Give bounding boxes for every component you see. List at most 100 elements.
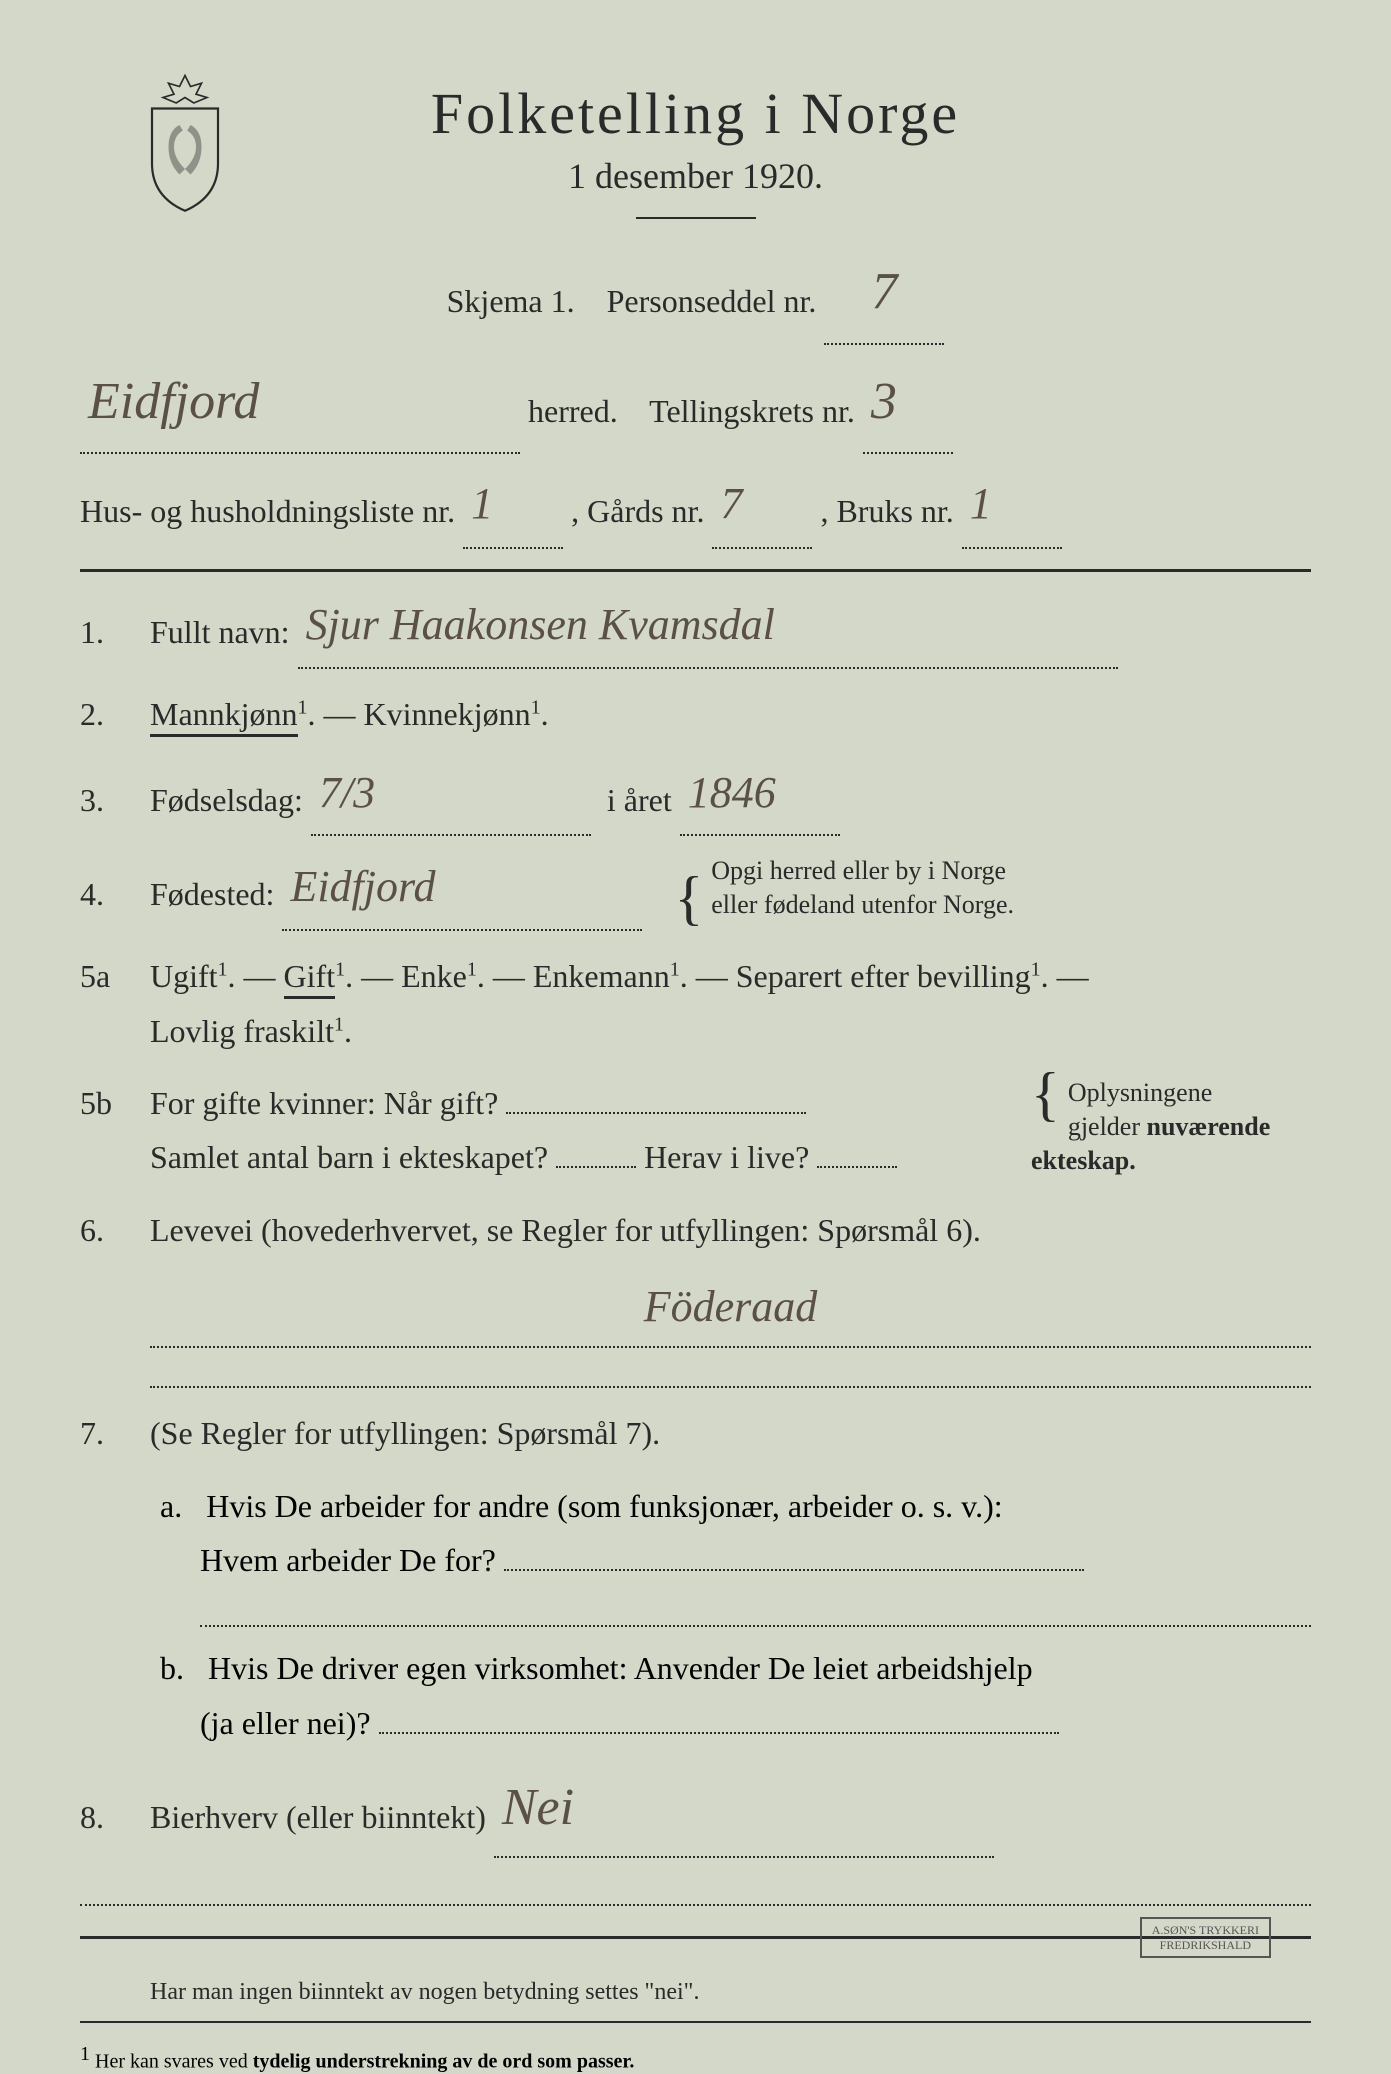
q3-year-value: 1846 bbox=[688, 756, 776, 831]
q6-blank-line bbox=[150, 1358, 1311, 1388]
q3-day-value: 7/3 bbox=[319, 756, 375, 831]
q1-number: 1. bbox=[80, 614, 150, 651]
question-7a: a. Hvis De arbeider for andre (som funks… bbox=[160, 1479, 1311, 1628]
main-title: Folketelling i Norge bbox=[80, 80, 1311, 147]
q3-number: 3. bbox=[80, 782, 150, 819]
form-header: Folketelling i Norge 1 desember 1920. bbox=[80, 80, 1311, 219]
skjema-line: Skjema 1. Personseddel nr. 7 bbox=[80, 249, 1311, 345]
q5b-line2a: Samlet antal barn i ekteskapet? bbox=[150, 1139, 548, 1175]
herred-line: Eidfjord herred. Tellingskrets nr. 3 bbox=[80, 359, 1311, 455]
q7a-blank-line bbox=[200, 1597, 1311, 1627]
q8-number: 8. bbox=[80, 1799, 150, 1836]
q7-number: 7. bbox=[80, 1415, 150, 1452]
q4-note-line2: eller fødeland utenfor Norge. bbox=[711, 890, 1014, 919]
q6-value: Föderaad bbox=[644, 1281, 818, 1332]
question-7: 7. (Se Regler for utfyllingen: Spørsmål … bbox=[80, 1406, 1311, 1460]
footer-divider bbox=[80, 1936, 1311, 1939]
q4-number: 4. bbox=[80, 876, 150, 913]
q2-kvinne: Kvinnekjønn bbox=[364, 696, 531, 732]
stamp-line1: A.SØN'S TRYKKERI bbox=[1152, 1923, 1259, 1937]
q5a-ugift: Ugift bbox=[150, 958, 218, 994]
q5a-number: 5a bbox=[80, 958, 150, 995]
section-divider-1 bbox=[80, 569, 1311, 572]
q5b-number: 5b bbox=[80, 1085, 150, 1122]
q3-year-label: i året bbox=[607, 782, 672, 818]
skjema-label: Skjema 1. bbox=[447, 283, 575, 319]
date-subtitle: 1 desember 1920. bbox=[80, 155, 1311, 197]
q4-value: Eidfjord bbox=[290, 850, 435, 925]
q5b-note-line1: Oplysningene bbox=[1068, 1078, 1212, 1107]
hush-value: 1 bbox=[471, 464, 493, 543]
footnote2-text: Her kan svares ved bbox=[95, 2051, 248, 2073]
q8-blank-line bbox=[80, 1876, 1311, 1906]
personseddel-value: 7 bbox=[871, 245, 897, 339]
q5a-gift: Gift bbox=[284, 958, 336, 999]
q4-note: Opgi herred eller by i Norge eller fødel… bbox=[711, 854, 1014, 922]
q4-note-line1: Opgi herred eller by i Norge bbox=[711, 856, 1006, 885]
q5b-note: { Oplysningene gjelder nuværende ekteska… bbox=[1031, 1076, 1311, 1177]
q5b-line1: For gifte kvinner: Når gift? bbox=[150, 1085, 498, 1121]
q2-sup2: 1 bbox=[531, 697, 541, 719]
footnote-2: 1 Her kan svares ved tydelig understrekn… bbox=[80, 2043, 1311, 2074]
footnote-divider bbox=[80, 2021, 1311, 2023]
question-2: 2. Mannkjønn1. — Kvinnekjønn1. bbox=[80, 687, 1311, 741]
personseddel-label: Personseddel nr. bbox=[607, 283, 817, 319]
question-4: 4. Fødested: Eidfjord { Opgi herred elle… bbox=[80, 854, 1311, 931]
header-divider bbox=[636, 217, 756, 219]
q2-sep: . — bbox=[308, 696, 364, 732]
q1-label: Fullt navn: bbox=[150, 614, 290, 650]
q8-value: Nei bbox=[502, 1764, 574, 1852]
q7b-text2: (ja eller nei)? bbox=[200, 1705, 371, 1741]
footnote2-prefix: 1 bbox=[80, 2043, 90, 2065]
q5a-lovlig: Lovlig fraskilt bbox=[150, 1013, 334, 1049]
coat-of-arms-icon bbox=[130, 70, 240, 210]
q7b-text1: Hvis De driver egen virksomhet: Anvender… bbox=[208, 1650, 1033, 1686]
q5b-note-line2b: nuværende bbox=[1147, 1112, 1271, 1141]
q5b-line2b: Herav i live? bbox=[644, 1139, 809, 1175]
q1-value: Sjur Haakonsen Kvamsdal bbox=[306, 588, 775, 663]
herred-label: herred. bbox=[528, 393, 618, 429]
footnote2-bold: tydelig understrekning av de ord som pas… bbox=[253, 2051, 635, 2073]
gards-label: , Gårds nr. bbox=[571, 493, 704, 529]
q2-end: . bbox=[541, 696, 549, 732]
q7a-text2: Hvem arbeider De for? bbox=[200, 1542, 496, 1578]
question-5a: 5a Ugift1. — Gift1. — Enke1. — Enkemann1… bbox=[80, 949, 1311, 1058]
question-8: 8. Bierhverv (eller biinntekt) Nei bbox=[80, 1768, 1311, 1858]
q4-label: Fødested: bbox=[150, 876, 274, 912]
herred-value: Eidfjord bbox=[88, 355, 259, 449]
q5b-note-line3: ekteskap. bbox=[1031, 1146, 1136, 1175]
q5b-note-line2: gjelder bbox=[1068, 1112, 1140, 1141]
q7a-label: a. bbox=[160, 1488, 182, 1524]
q5a-enke: Enke bbox=[401, 958, 467, 994]
tellingskrets-value: 3 bbox=[871, 355, 897, 449]
question-1: 1. Fullt navn: Sjur Haakonsen Kvamsdal bbox=[80, 592, 1311, 669]
q2-sup1: 1 bbox=[298, 697, 308, 719]
q7a-text1: Hvis De arbeider for andre (som funksjon… bbox=[206, 1488, 1002, 1524]
q6-number: 6. bbox=[80, 1212, 150, 1249]
gards-value: 7 bbox=[720, 464, 742, 543]
census-form: Folketelling i Norge 1 desember 1920. Sk… bbox=[80, 80, 1311, 2008]
q2-number: 2. bbox=[80, 696, 150, 733]
q6-label: Levevei (hovederhvervet, se Regler for u… bbox=[150, 1212, 981, 1248]
coat-of-arms-svg bbox=[130, 70, 240, 213]
question-7b: b. Hvis De driver egen virksomhet: Anven… bbox=[160, 1641, 1311, 1750]
tellingskrets-label: Tellingskrets nr. bbox=[649, 393, 855, 429]
q3-label: Fødselsdag: bbox=[150, 782, 303, 818]
question-5b: 5b { Oplysningene gjelder nuværende ekte… bbox=[80, 1076, 1311, 1185]
question-6: 6. Levevei (hovederhvervet, se Regler fo… bbox=[80, 1203, 1311, 1257]
footnote-1: Har man ingen biinntekt av nogen betydni… bbox=[150, 1979, 1311, 2006]
question-3: 3. Fødselsdag: 7/3 i året 1846 bbox=[80, 760, 1311, 837]
q7b-label: b. bbox=[160, 1650, 184, 1686]
q5a-enkemann: Enkemann bbox=[533, 958, 670, 994]
q2-mann: Mannkjønn bbox=[150, 696, 298, 737]
q8-label: Bierhverv (eller biinntekt) bbox=[150, 1799, 486, 1835]
bruks-value: 1 bbox=[970, 464, 992, 543]
bracket-icon: { bbox=[674, 880, 703, 916]
bracket-icon-2: { bbox=[1031, 1076, 1060, 1112]
bruks-label: , Bruks nr. bbox=[820, 493, 953, 529]
printer-stamp: A.SØN'S TRYKKERI FREDRIKSHALD bbox=[1140, 1917, 1271, 1958]
stamp-line2: FREDRIKSHALD bbox=[1160, 1938, 1251, 1952]
q5a-separert: Separert efter bevilling bbox=[736, 958, 1031, 994]
q6-answer-area: Föderaad bbox=[150, 1275, 1311, 1388]
hush-line: Hus- og husholdningsliste nr. 1 , Gårds … bbox=[80, 468, 1311, 549]
